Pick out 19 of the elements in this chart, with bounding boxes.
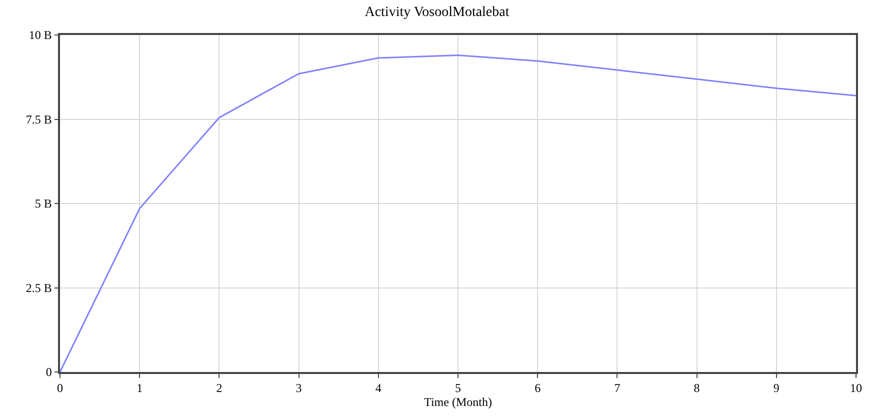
y-tick-label: 2.5 B	[26, 280, 52, 295]
y-tick-label: 7.5 B	[26, 112, 52, 126]
y-tick-label: 5 B	[34, 196, 52, 211]
x-tick-label: 2	[216, 381, 222, 396]
x-tick-label: 6	[534, 381, 541, 396]
y-tick-label: 10 B	[28, 28, 52, 42]
x-tick-label: 0	[57, 381, 63, 396]
x-tick-label: 8	[694, 381, 700, 396]
x-tick-label: 3	[296, 381, 302, 396]
x-tick-label: 5	[455, 381, 461, 396]
x-tick-label: 10	[850, 381, 862, 396]
x-tick-label: 9	[773, 381, 780, 396]
x-tick-label: 7	[614, 381, 620, 396]
x-axis-title: Time (Month)	[424, 395, 492, 410]
line-series	[60, 54, 856, 372]
x-tick-label: 1	[136, 381, 143, 396]
y-tick-label: 0	[46, 365, 52, 380]
x-tick-label: 4	[375, 381, 382, 396]
chart-title: Activity VosoolMotalebat	[364, 5, 510, 20]
